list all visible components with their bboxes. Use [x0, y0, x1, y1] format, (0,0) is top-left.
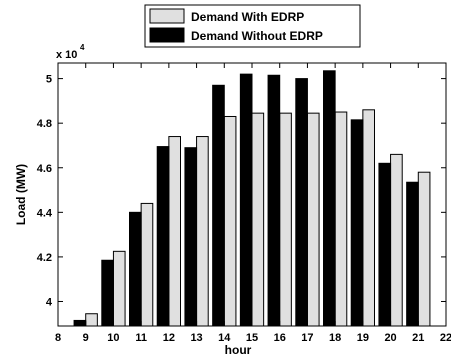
bar-without-edrp-14	[212, 84, 225, 327]
bar-without-edrp-17	[295, 78, 308, 327]
legend-swatch-without-edrp	[149, 27, 185, 43]
bar-without-edrp-21	[406, 181, 419, 327]
bar-with-edrp-15	[251, 112, 265, 327]
bar-with-edrp-9	[85, 313, 98, 327]
bar-without-edrp-20	[378, 162, 392, 327]
x-tick-label: 8	[55, 332, 61, 344]
y-tick-label: 4	[46, 296, 53, 308]
bar-with-edrp-12	[168, 136, 182, 327]
y-axis-title: Load (MW)	[14, 164, 28, 225]
bar-without-edrp-10	[101, 259, 114, 327]
tick-labels-layer: 8 9 10 11 12 13 14 15 16 17 18 19 20 21 22 4 4.2 4.4 4.6 4.…	[37, 74, 451, 344]
x-tick-label: 11	[135, 332, 147, 344]
bar-without-edrp-15	[239, 73, 253, 327]
bar-without-edrp-11	[129, 211, 142, 327]
x-tick-label: 16	[274, 332, 286, 344]
y-tick-label: 4.4	[37, 207, 53, 219]
x-tick-label: 13	[190, 332, 202, 344]
x-tick-label: 9	[83, 332, 89, 344]
legend-swatch-with-edrp	[149, 8, 185, 24]
x-tick-label: 12	[163, 332, 175, 344]
y-multiplier-label: x 10	[56, 49, 77, 61]
bar-without-edrp-13	[184, 147, 198, 327]
y-multiplier-exponent: 4	[80, 43, 85, 52]
bar-with-edrp-21	[417, 171, 431, 327]
bar-with-edrp-19	[362, 109, 375, 327]
x-tick-label: 17	[301, 332, 313, 344]
bar-with-edrp-16	[279, 112, 292, 327]
x-tick-label: 10	[107, 332, 119, 344]
bar-without-edrp-12	[156, 146, 170, 327]
bar-with-edrp-11	[140, 202, 154, 327]
x-tick-label: 20	[384, 332, 396, 344]
x-tick-label: 19	[357, 332, 369, 344]
ticks-layer	[57, 63, 447, 326]
bar-without-edrp-19	[350, 119, 364, 327]
y-tick-label: 5	[46, 74, 52, 86]
y-tick-label: 4.8	[37, 118, 52, 130]
x-axis-title: hour	[225, 343, 252, 357]
x-tick-label: 18	[329, 332, 341, 344]
x-tick-label: 21	[412, 332, 424, 344]
bar-without-edrp-18	[323, 70, 336, 327]
x-tick-label: 22	[440, 332, 451, 344]
bar-with-edrp-18	[334, 111, 348, 327]
bar-without-edrp-16	[267, 74, 281, 327]
x-tick-label: 14	[218, 332, 231, 344]
y-tick-label: 4.6	[37, 163, 52, 175]
bar-with-edrp-20	[390, 153, 403, 327]
legend-label-without-edrp: Demand Without EDRP	[191, 29, 323, 43]
bar-without-edrp-9	[73, 319, 87, 327]
x-tick-label: 15	[246, 332, 258, 344]
legend-label-with-edrp: Demand With EDRP	[191, 10, 304, 24]
legend: Demand With EDRP Demand Without EDRP	[144, 4, 361, 48]
y-tick-label: 4.2	[37, 252, 52, 264]
bar-with-edrp-14	[223, 115, 237, 327]
bar-with-edrp-10	[112, 250, 126, 327]
bar-with-edrp-13	[196, 136, 209, 327]
bar-with-edrp-17	[306, 112, 320, 327]
